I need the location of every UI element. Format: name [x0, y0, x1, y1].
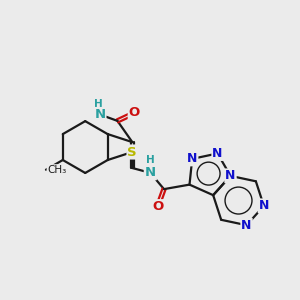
- Text: S: S: [128, 146, 137, 158]
- Text: N: N: [259, 200, 269, 212]
- Text: N: N: [187, 152, 197, 165]
- Text: O: O: [152, 200, 163, 213]
- Text: H: H: [94, 99, 103, 109]
- Text: N: N: [241, 219, 252, 232]
- Text: N: N: [145, 166, 156, 179]
- Text: N: N: [212, 147, 223, 160]
- Text: O: O: [129, 106, 140, 119]
- Text: H: H: [146, 155, 155, 166]
- Text: N: N: [225, 169, 236, 182]
- Text: N: N: [94, 108, 106, 121]
- Text: CH₃: CH₃: [47, 165, 66, 175]
